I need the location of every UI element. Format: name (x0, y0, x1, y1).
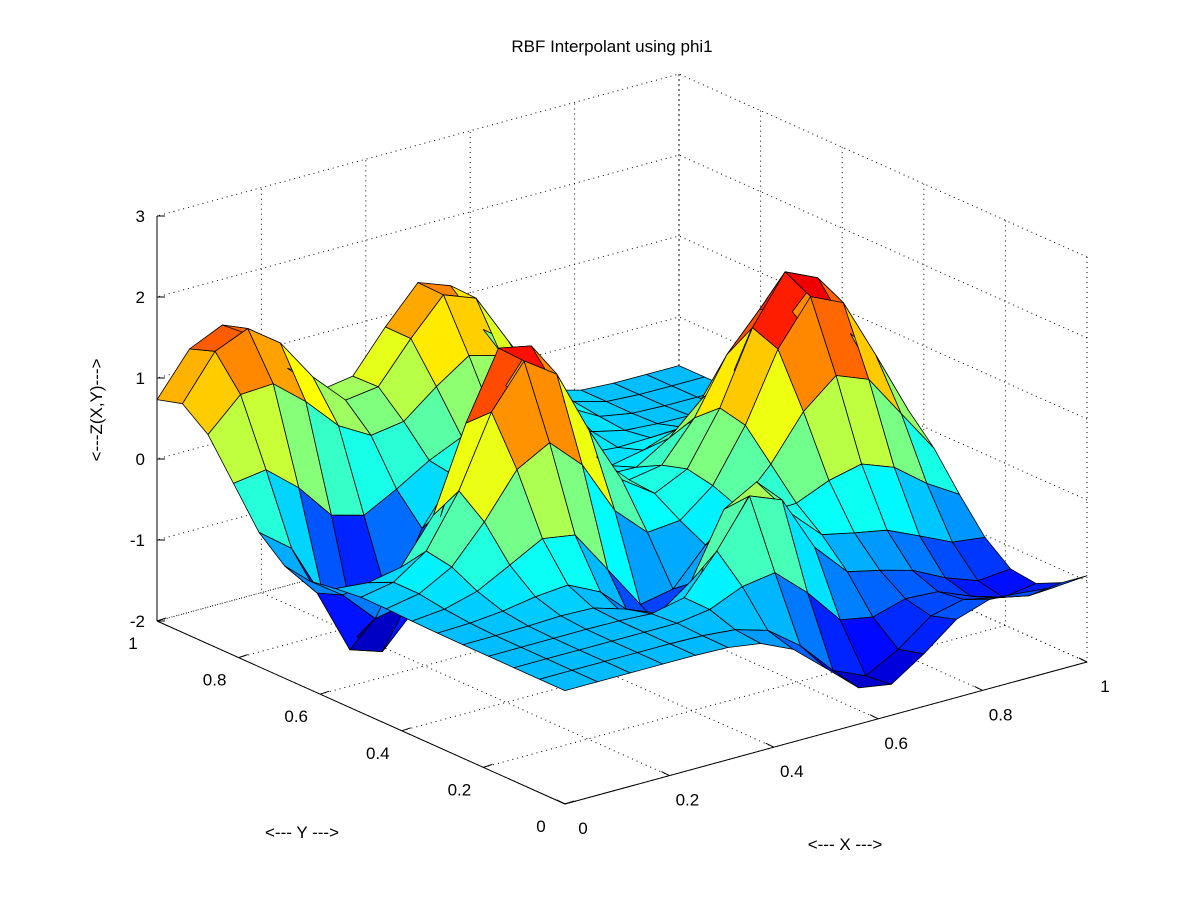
x-tick-label: 1 (1100, 677, 1109, 696)
y-tick (483, 763, 493, 768)
axis-layer (156, 215, 1088, 805)
z-axis-label: <---Z(X,Y)---> (87, 358, 106, 461)
tick-labels: 0 0.2 0.4 0.6 0.8 1 0 0.2 0.4 0.6 0.8 1 -2 -1 0 1 2 3 (128, 207, 1109, 838)
y-axis-line (156, 620, 566, 805)
x-tick-label: 0.6 (884, 734, 908, 753)
y-tick-label: 0.8 (203, 671, 227, 690)
surface (156, 271, 1088, 691)
y-tick-label: 0.4 (366, 744, 390, 763)
z-gridline (156, 73, 1088, 258)
x-tick-label: 0.8 (989, 705, 1013, 724)
x-tick-label: 0.4 (780, 762, 804, 781)
y-tick (320, 690, 330, 695)
x-tick (974, 685, 983, 691)
z-tick-label: 2 (136, 288, 145, 307)
y-tick-label: 1 (128, 634, 137, 653)
x-tick (765, 742, 775, 748)
x-axis-line (564, 661, 1088, 805)
chart-title: RBF Interpolant using phi1 (511, 37, 712, 56)
y-tick (401, 727, 411, 732)
x-tick-label: 0.2 (676, 791, 700, 810)
z-gridline (156, 154, 1088, 339)
surface-facet (1028, 575, 1088, 597)
x-tick-label: 0 (578, 819, 587, 838)
x-tick (1078, 657, 1088, 663)
x-tick (556, 799, 566, 805)
x-tick (661, 771, 670, 777)
z-tick-label: 1 (136, 369, 145, 388)
z-tick-label: -2 (130, 612, 145, 631)
y-tick-label: 0.2 (448, 780, 472, 799)
z-tick-label: 0 (136, 450, 145, 469)
y-tick-label: 0.6 (284, 707, 308, 726)
y-tick-label: 0 (536, 817, 545, 836)
y-gridline (483, 220, 1006, 768)
y-tick (564, 800, 575, 805)
z-tick-label: -1 (130, 531, 145, 550)
x-tick (869, 714, 879, 720)
y-axis-label: <--- Y ---> (265, 823, 339, 842)
y-tick (238, 654, 248, 659)
z-tick-label: 3 (136, 207, 145, 226)
x-axis-label: <--- X ---> (808, 835, 883, 854)
